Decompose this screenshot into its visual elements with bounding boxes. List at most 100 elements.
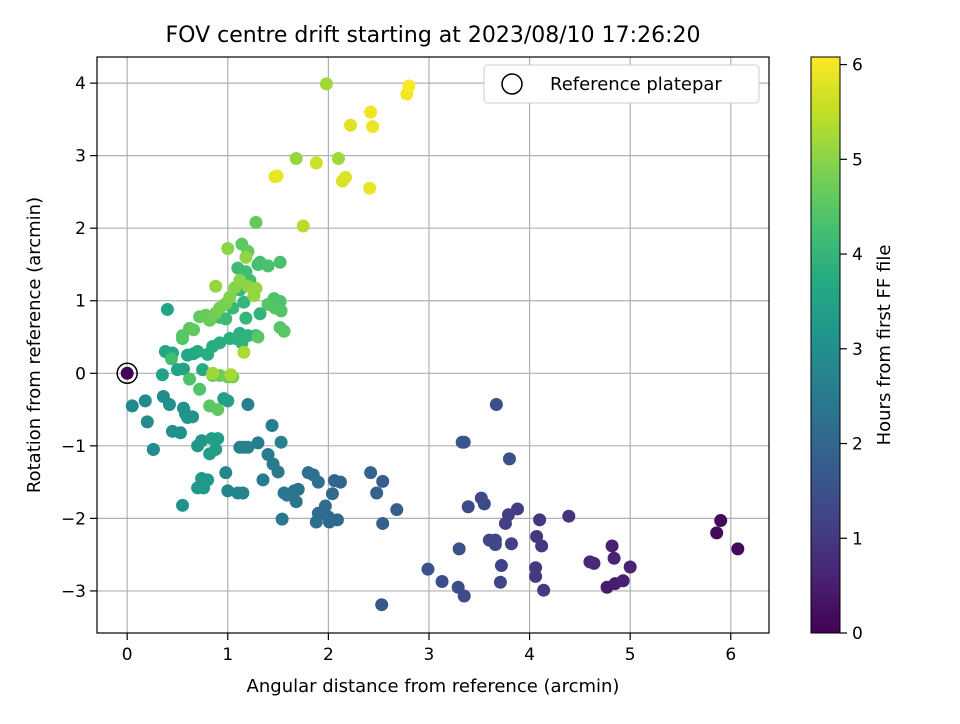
data-point: [502, 452, 516, 466]
data-point: [327, 474, 341, 488]
x-tick-label: 3: [424, 645, 435, 665]
data-point: [289, 495, 303, 509]
colorbar-gradient: [810, 56, 841, 634]
data-point: [277, 486, 291, 500]
data-point: [402, 79, 416, 93]
data-point: [275, 512, 289, 526]
data-point: [457, 435, 471, 449]
colorbar-tick-label: 0: [852, 624, 863, 644]
data-point: [273, 255, 287, 269]
data-point: [363, 181, 377, 195]
y-tick-label: 2: [75, 219, 86, 239]
y-axis-label: Rotation from reference (arcmin): [24, 197, 45, 493]
data-point: [249, 215, 263, 229]
data-point: [256, 473, 270, 487]
data-point: [146, 442, 160, 456]
x-tick-label: 5: [625, 645, 636, 665]
data-point: [237, 345, 251, 359]
data-point: [164, 352, 178, 366]
data-point: [261, 448, 275, 462]
colorbar: 0 1 2 3 4 5 6 Hours from first FF file: [810, 56, 895, 644]
legend: Reference platepar: [483, 64, 760, 104]
data-point: [251, 436, 265, 450]
data-point: [277, 324, 291, 338]
data-point: [187, 323, 201, 337]
data-point: [140, 415, 154, 429]
data-point: [489, 397, 503, 411]
colorbar-tick-label: 6: [852, 56, 863, 76]
x-tick-label: 4: [524, 645, 535, 665]
data-point: [233, 440, 247, 454]
data-point: [605, 539, 619, 553]
data-point: [219, 466, 233, 480]
data-point: [390, 503, 404, 517]
x-tick-label: 2: [323, 645, 334, 665]
data-point: [435, 574, 449, 588]
data-point: [209, 279, 223, 293]
data-point: [224, 368, 238, 382]
data-point: [488, 537, 502, 551]
colorbar-tick-label: 2: [852, 435, 863, 455]
data-point: [504, 537, 518, 551]
x-tick-label: 1: [222, 645, 233, 665]
data-point: [274, 304, 288, 318]
data-point: [125, 399, 139, 413]
data-point: [249, 281, 263, 295]
colorbar-tick-label: 5: [852, 150, 863, 170]
data-point: [177, 362, 191, 376]
data-point: [309, 515, 323, 529]
data-point: [155, 368, 169, 382]
data-point: [237, 295, 251, 309]
data-point: [364, 105, 378, 119]
data-point: [366, 120, 380, 134]
data-point: [364, 466, 378, 480]
data-point: [616, 574, 630, 588]
colorbar-tick-label: 3: [852, 340, 863, 360]
data-point: [461, 500, 475, 514]
data-point: [261, 297, 275, 311]
data-point: [452, 542, 466, 556]
data-point: [607, 551, 621, 565]
x-tick-label: 0: [122, 645, 133, 665]
y-tick-label: 1: [75, 292, 86, 312]
data-point: [562, 509, 576, 523]
data-point: [196, 363, 210, 377]
data-point: [587, 556, 601, 570]
data-point: [494, 559, 508, 573]
data-point: [213, 336, 227, 350]
data-point: [325, 487, 339, 501]
data-point: [344, 118, 358, 132]
y-tick-label: 4: [75, 74, 86, 94]
x-axis-label: Angular distance from reference (arcmin): [247, 676, 620, 697]
y-tick-label: 0: [75, 364, 86, 384]
data-point: [191, 345, 205, 359]
y-tick-label: 3: [75, 147, 86, 167]
data-point: [301, 466, 315, 480]
data-point: [623, 560, 637, 574]
data-point: [206, 366, 220, 380]
colorbar-label: Hours from first FF file: [874, 245, 895, 446]
data-point: [457, 589, 471, 603]
data-point: [239, 311, 253, 325]
data-point: [421, 562, 435, 576]
data-point: [537, 583, 551, 597]
data-point: [289, 152, 303, 166]
data-point: [209, 442, 223, 456]
colorbar-ticks: 0 1 2 3 4 5 6: [840, 56, 863, 644]
y-tick-label: −2: [61, 509, 86, 529]
colorbar-tick-label: 4: [852, 245, 863, 265]
data-point: [211, 403, 225, 417]
data-point: [160, 302, 174, 316]
chart-title: FOV centre drift starting at 2023/08/10 …: [166, 23, 701, 48]
data-point: [270, 169, 284, 183]
data-point: [173, 426, 187, 440]
data-point: [321, 510, 335, 524]
data-point: [138, 394, 152, 408]
data-point: [710, 526, 724, 540]
data-point: [193, 382, 207, 396]
y-tick-label: −1: [61, 437, 86, 457]
data-point: [714, 514, 728, 528]
data-point: [120, 366, 134, 380]
